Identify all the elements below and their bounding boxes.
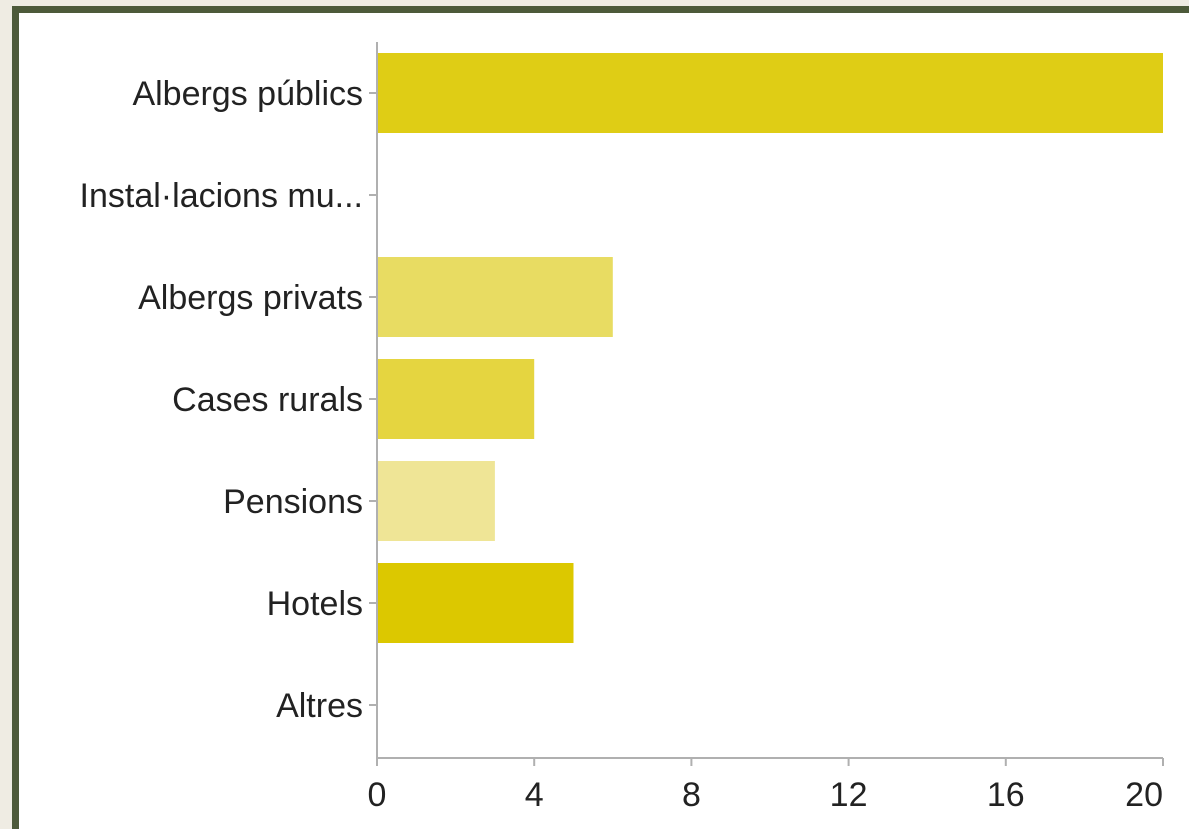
bar-5 [378,563,574,643]
x-tick-label-1: 4 [525,776,544,814]
category-label-4: Pensions [223,483,363,521]
chart-frame [12,6,1189,829]
bar-0 [378,53,1163,133]
bar-3 [378,359,535,439]
x-tick-label-3: 12 [830,776,868,814]
category-label-2: Albergs privats [138,279,363,317]
category-label-6: Altres [276,687,363,725]
category-label-5: Hotels [267,585,363,623]
bars-group [378,53,1163,643]
bar-2 [378,257,613,337]
x-tick-label-0: 0 [368,776,387,814]
x-ticks-group: 0 4 8 12 16 20 [368,758,1164,814]
x-tick-label-4: 16 [987,776,1025,814]
x-tick-label-5: 20 [1125,776,1163,814]
category-labels: Albergs públics Instal·lacions mu... Alber… [80,75,377,725]
category-label-0: Albergs públics [132,75,363,113]
bar-4 [378,461,495,541]
x-tick-label-2: 8 [682,776,701,814]
category-label-3: Cases rurals [172,381,363,419]
category-label-1: Instal·lacions mu... [80,177,363,215]
